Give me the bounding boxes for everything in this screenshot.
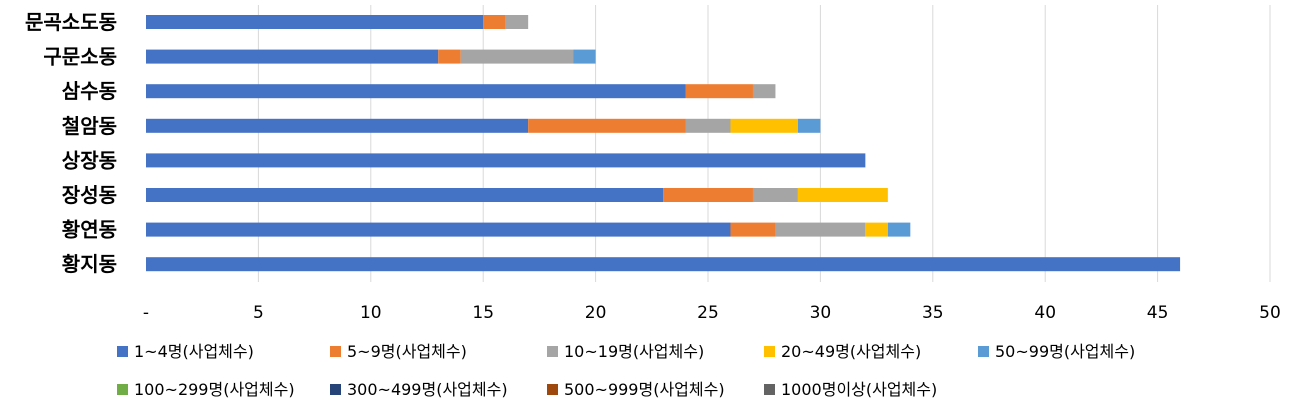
legend-label: 50~99명(사업체수) [995,342,1135,361]
legend-label: 1~4명(사업체수) [134,342,254,361]
legend-item: 500~999명(사업체수) [547,380,725,399]
bar-segment [797,118,821,133]
legend-swatch [117,346,128,357]
x-tick-label: 40 [1034,303,1056,323]
legend-label: 20~49명(사업체수) [781,342,921,361]
x-tick-label: 30 [810,303,832,323]
bar-segment [505,15,529,29]
legend-label: 100~299명(사업체수) [134,380,295,399]
bar-segment [887,222,911,237]
bars [146,15,1181,272]
legend-item: 50~99명(사업체수) [978,342,1135,361]
legend-label: 1000명이상(사업체수) [781,380,937,399]
bar-segment [146,153,866,168]
x-tick-label: 50 [1259,303,1281,323]
legend-item: 20~49명(사업체수) [764,342,921,361]
x-tick-label: - [143,303,149,323]
gridlines [257,5,1271,282]
legend-swatch [764,346,775,357]
category-label: 황지동 [62,252,117,276]
bar-segment [146,222,731,237]
x-tick-label: 10 [360,303,382,323]
legend-swatch [547,346,558,357]
x-tick-label: 45 [1147,303,1169,323]
bar-segment [146,118,529,133]
legend-swatch [978,346,989,357]
bar-segment [663,188,753,202]
bar-segment [797,188,888,202]
bar-segment [685,84,753,99]
category-label: 구문소동 [43,45,117,69]
legend-item: 100~299명(사업체수) [117,380,295,399]
bar-segment [752,84,776,99]
category-label: 황연동 [62,218,117,242]
legend-item: 1~4명(사업체수) [117,342,254,361]
category-label: 문곡소도동 [25,10,117,34]
legend-item: 300~499명(사업체수) [330,380,508,399]
bar-segment [775,222,866,237]
category-label: 삼수동 [62,79,117,103]
bar-segment [752,188,798,202]
legend-label: 10~19명(사업체수) [564,342,704,361]
bar-segment [528,118,686,133]
x-tick-label: 5 [253,303,264,323]
bar-segment [730,118,798,133]
legend-item: 10~19명(사업체수) [547,342,704,361]
legend-swatch [330,384,341,395]
legend-swatch [764,384,775,395]
legend-item: 5~9명(사업체수) [330,342,467,361]
bar-segment [146,257,1181,272]
category-label: 상장동 [62,148,117,172]
legend-swatch [117,384,128,395]
x-tick-labels: - 5 10 15 20 25 30 35 40 45 50 [143,303,1281,323]
x-tick-label: 15 [472,303,494,323]
legend-label: 500~999명(사업체수) [564,380,725,399]
x-tick-label: 25 [697,303,719,323]
legend-swatch [330,346,341,357]
legend-label: 5~9명(사업체수) [347,342,467,361]
legend-swatch [547,384,558,395]
bar-segment [730,222,776,237]
bar-segment [438,49,461,64]
legend-item: 1000명이상(사업체수) [764,380,937,399]
bar-segment [146,188,664,202]
bar-segment [460,49,574,64]
bar-segment [146,84,686,99]
bar-segment [146,49,439,64]
x-tick-label: 35 [922,303,944,323]
bar-segment [685,118,731,133]
category-label: 철암동 [62,114,117,138]
category-label: 장성동 [62,183,117,207]
bar-segment [573,49,596,64]
bar-segment [865,222,888,237]
legend-label: 300~499명(사업체수) [347,380,508,399]
bar-segment [146,15,484,29]
bar-segment [483,15,506,29]
legend: 1~4명(사업체수) 5~9명(사업체수) 10~19명(사업체수) 20~49명(사… [117,342,1135,399]
x-tick-label: 20 [585,303,607,323]
